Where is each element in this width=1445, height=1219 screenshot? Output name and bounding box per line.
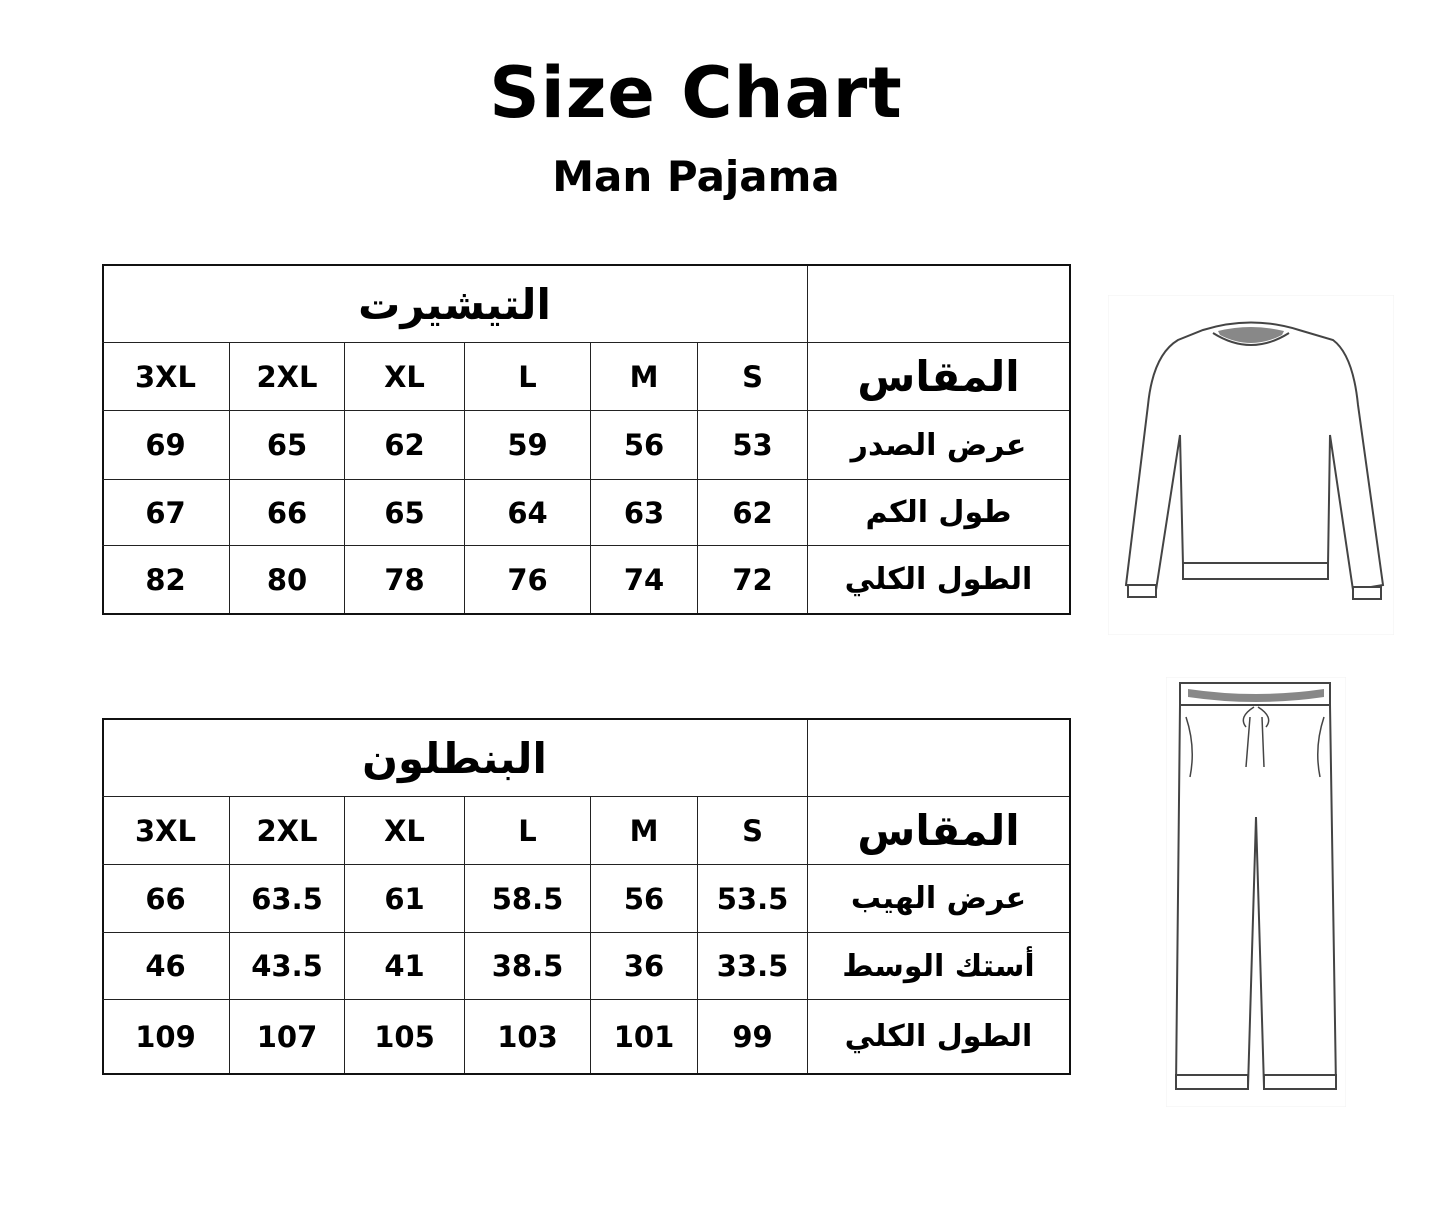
size-header: L: [464, 797, 590, 865]
size-header: S: [697, 343, 807, 411]
row-label: الطول الكلي: [807, 546, 1069, 613]
measurement-cell: 64: [464, 480, 590, 546]
table-heading: التيشيرت: [102, 266, 807, 343]
measurement-cell: 59: [464, 411, 590, 480]
measurement-cell: 53: [697, 411, 807, 480]
measurement-cell: 65: [229, 411, 344, 480]
page-subtitle: Man Pajama: [552, 152, 840, 201]
table-heading: البنطلون: [102, 720, 807, 797]
measurement-cell: 82: [145, 562, 186, 597]
row-label: عرض الصدر: [807, 411, 1069, 480]
size-header: L: [464, 343, 590, 411]
measurement-cell: 63.5: [229, 865, 344, 933]
measurement-cell: 62: [344, 411, 464, 480]
size-header: 3XL: [102, 343, 229, 411]
row-label: عرض الهيب: [807, 865, 1069, 933]
measurement-cell: 80: [229, 546, 344, 613]
measurement-cell: 76: [464, 546, 590, 613]
measurement-cell: 72: [697, 546, 807, 613]
measurement-cell: 53.5: [697, 865, 807, 933]
measurement-cell: 36: [590, 933, 697, 1000]
measurement-cell: 56: [590, 865, 697, 933]
measurement-cell: 66: [229, 480, 344, 546]
corner-cell: [807, 266, 1069, 343]
pants-icon: [1166, 677, 1346, 1107]
size-header: S: [697, 797, 807, 865]
measurement-cell: 38.5: [464, 933, 590, 1000]
measurement-cell: 65: [344, 480, 464, 546]
measurement-cell: 33.5: [697, 933, 807, 1000]
pants-size-table: البنطلون المقاس S M L XL 2XL 3XL عرض الهيب 53.5 56…: [102, 718, 1071, 1075]
size-header: M: [590, 797, 697, 865]
row-label: طول الكم: [807, 480, 1069, 546]
page-title: Size Chart: [489, 52, 903, 134]
measurement-cell: 103: [464, 1000, 590, 1073]
size-header: M: [590, 343, 697, 411]
measurement-cell: 46: [102, 933, 229, 1000]
measurement-cell: 41: [344, 933, 464, 1000]
measurement-cell: 69: [102, 411, 229, 480]
measurement-cell: 99: [697, 1000, 807, 1073]
measurement-cell: 107: [229, 1000, 344, 1073]
tshirt-size-table: التيشيرت المقاس S M L XL 2XL 3XL عرض الصدر 53 56 59…: [102, 264, 1071, 615]
measurement-cell: 105: [344, 1000, 464, 1073]
measurement-cell: 66: [102, 865, 229, 933]
corner-cell: [807, 720, 1069, 797]
measurement-cell: 74: [590, 546, 697, 613]
size-header: 2XL: [229, 797, 344, 865]
size-label: المقاس: [807, 797, 1069, 865]
measurement-cell: 101: [590, 1000, 697, 1073]
sweatshirt-icon: [1108, 295, 1394, 635]
measurement-cell: 63: [590, 480, 697, 546]
measurement-cell: 56: [590, 411, 697, 480]
measurement-cell: 61: [344, 865, 464, 933]
size-header: 3XL: [102, 797, 229, 865]
measurement-cell: 78: [344, 546, 464, 613]
size-header: XL: [344, 343, 464, 411]
measurement-cell: 58.5: [464, 865, 590, 933]
row-label: أستك الوسط: [807, 933, 1069, 1000]
size-header: 2XL: [229, 343, 344, 411]
measurement-cell: 62: [697, 480, 807, 546]
size-header: XL: [344, 797, 464, 865]
measurement-cell: 109: [135, 1019, 196, 1054]
measurement-cell: 43.5: [229, 933, 344, 1000]
size-label: المقاس: [807, 343, 1069, 411]
measurement-cell: 67: [102, 480, 229, 546]
row-label: الطول الكلي: [807, 1000, 1069, 1073]
